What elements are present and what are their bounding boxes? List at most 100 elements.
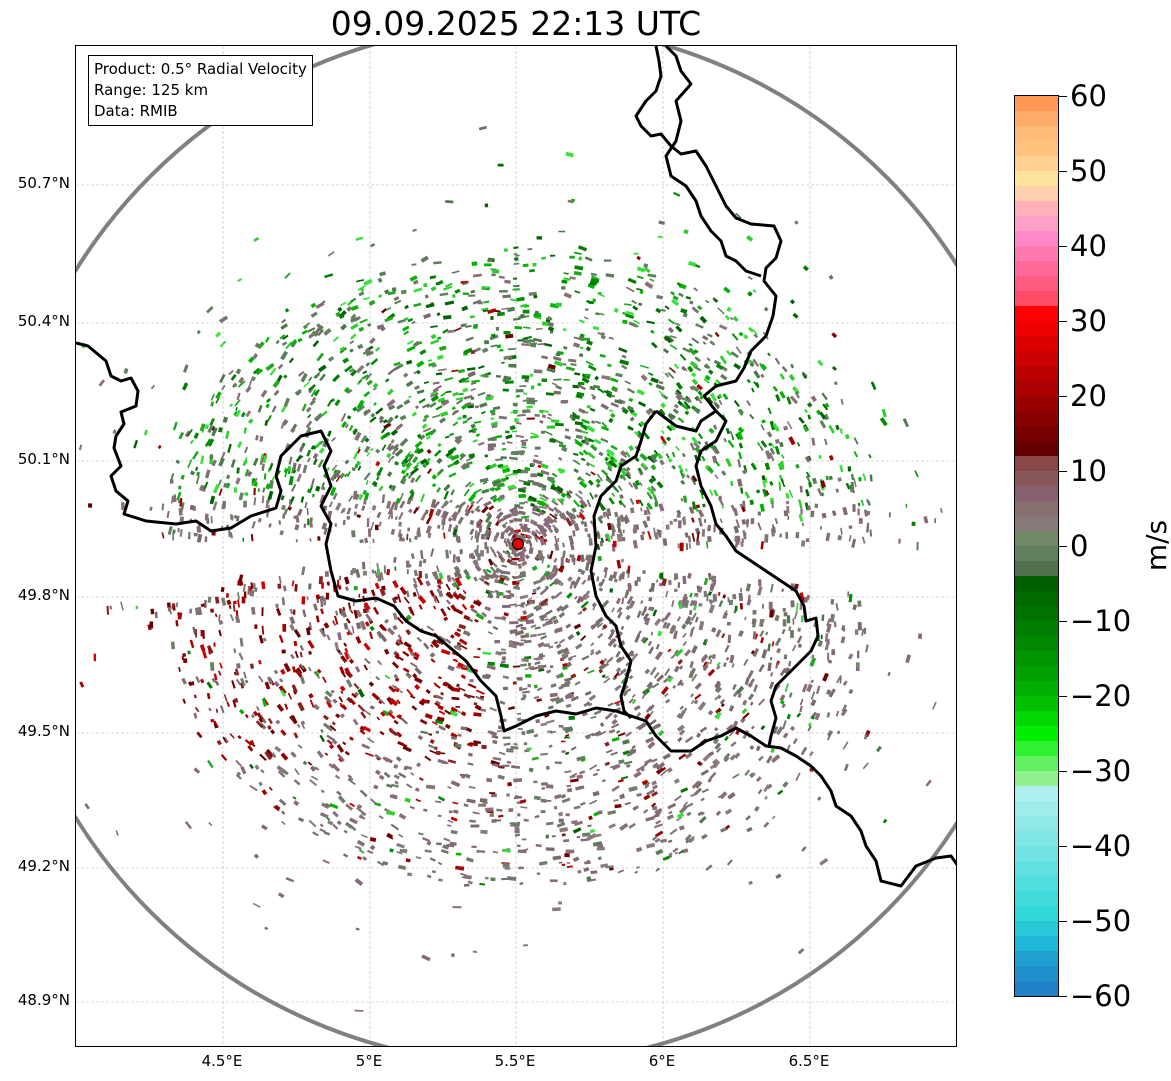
colorbar-tick-label: −10 — [1070, 604, 1132, 638]
colorbar-band — [1015, 936, 1058, 952]
lat-label-50-1: 50.1°N — [17, 450, 70, 468]
colorbar-tick-label: 10 — [1070, 454, 1107, 488]
border-luxembourg — [589, 410, 658, 720]
lon-label-5-5: 5.5°E — [494, 1052, 536, 1070]
colorbar-tick-mark — [1059, 246, 1067, 247]
data-source-label: Data: RMIB — [94, 102, 178, 120]
colorbar-band — [1015, 261, 1058, 277]
colorbar-tick-mark — [1059, 846, 1067, 847]
lat-label-49-8: 49.8°N — [17, 586, 70, 604]
colorbar-band — [1015, 366, 1058, 382]
border-germany-north — [664, 46, 762, 278]
colorbar-band — [1015, 396, 1058, 412]
colorbar-tick-mark — [1059, 321, 1067, 322]
lon-label-5: 5°E — [355, 1052, 383, 1070]
colorbar-band — [1015, 126, 1058, 142]
velocity-echoes — [78, 125, 943, 1012]
colorbar-band — [1015, 921, 1058, 937]
colorbar-band — [1015, 231, 1058, 247]
colorbar-tick-label: 30 — [1070, 304, 1107, 338]
colorbar-band — [1015, 816, 1058, 832]
colorbar-tick-label: −40 — [1070, 829, 1132, 863]
colorbar-band — [1015, 426, 1058, 442]
colorbar-band — [1015, 726, 1058, 742]
product-label: Product: 0.5° Radial Velocity — [94, 60, 307, 78]
colorbar-tick-mark — [1059, 396, 1067, 397]
colorbar-band — [1015, 216, 1058, 232]
radar-map — [75, 45, 957, 1047]
colorbar-band — [1015, 711, 1058, 727]
colorbar-tick-label: −50 — [1070, 904, 1132, 938]
colorbar-tick-mark — [1059, 621, 1067, 622]
colorbar-band — [1015, 846, 1058, 862]
colorbar-tick-label: 0 — [1070, 529, 1089, 563]
colorbar-band — [1015, 681, 1058, 697]
colorbar-tick-mark — [1059, 996, 1067, 997]
colorbar-band — [1015, 576, 1058, 592]
colorbar-band — [1015, 246, 1058, 262]
radar-velocity-plot — [76, 46, 956, 1046]
colorbar-band — [1015, 861, 1058, 877]
colorbar-band — [1015, 336, 1058, 352]
colorbar-band — [1015, 591, 1058, 607]
colorbar-band — [1015, 741, 1058, 757]
range-label: Range: 125 km — [94, 81, 209, 99]
border-belgium-france-west — [76, 341, 956, 888]
colorbar-unit: m/s — [1140, 519, 1171, 572]
colorbar-tick-mark — [1059, 546, 1067, 547]
lat-label-50-4: 50.4°N — [17, 312, 70, 330]
colorbar-tick-label: 50 — [1070, 154, 1107, 188]
colorbar-tick-mark — [1059, 171, 1067, 172]
colorbar-band — [1015, 906, 1058, 922]
lat-label-49-5: 49.5°N — [17, 722, 70, 740]
colorbar-band — [1015, 636, 1058, 652]
colorbar-band — [1015, 771, 1058, 787]
colorbar-band — [1015, 696, 1058, 712]
colorbar-band — [1015, 501, 1058, 517]
colorbar-band — [1015, 516, 1058, 532]
colorbar-tick-label: 40 — [1070, 229, 1107, 263]
colorbar-band — [1015, 456, 1058, 472]
colorbar-band — [1015, 531, 1058, 547]
colorbar-band — [1015, 876, 1058, 892]
colorbar-band — [1015, 141, 1058, 157]
colorbar-tick-mark — [1059, 921, 1067, 922]
colorbar-band — [1015, 321, 1058, 337]
lat-label-50-7: 50.7°N — [17, 174, 70, 192]
colorbar-band — [1015, 351, 1058, 367]
colorbar-tick-mark — [1059, 471, 1067, 472]
colorbar-tick-mark — [1059, 696, 1067, 697]
colorbar-band — [1015, 381, 1058, 397]
colorbar-band — [1015, 186, 1058, 202]
lon-label-4-5: 4.5°E — [201, 1052, 243, 1070]
colorbar-band — [1015, 411, 1058, 427]
colorbar-band — [1015, 306, 1058, 322]
colorbar-band — [1015, 171, 1058, 187]
colorbar-band — [1015, 621, 1058, 637]
colorbar-tick-label: 20 — [1070, 379, 1107, 413]
colorbar-tick-label: 60 — [1070, 79, 1107, 113]
colorbar-band — [1015, 276, 1058, 292]
border-luxembourg-east — [655, 409, 820, 747]
colorbar-band — [1015, 891, 1058, 907]
colorbar-band — [1015, 156, 1058, 172]
radar-site-marker — [512, 538, 524, 550]
lat-label-48-9: 48.9°N — [17, 991, 70, 1009]
colorbar-band — [1015, 756, 1058, 772]
colorbar-tick-label: −20 — [1070, 679, 1132, 713]
colorbar-band — [1015, 561, 1058, 577]
colorbar-band — [1015, 651, 1058, 667]
colorbar-band — [1015, 471, 1058, 487]
colorbar-band — [1015, 666, 1058, 682]
colorbar-band — [1015, 951, 1058, 967]
colorbar-band — [1015, 201, 1058, 217]
country-borders — [76, 46, 956, 888]
border-belgium-germany — [634, 46, 783, 412]
colorbar-band — [1015, 486, 1058, 502]
colorbar-band — [1015, 96, 1058, 112]
colorbar-tick-label: −60 — [1070, 979, 1132, 1013]
colorbar-band — [1015, 966, 1058, 982]
colorbar-band — [1015, 441, 1058, 457]
velocity-colorbar — [1014, 95, 1059, 997]
product-info-box: Product: 0.5° Radial Velocity Range: 125… — [88, 55, 313, 126]
